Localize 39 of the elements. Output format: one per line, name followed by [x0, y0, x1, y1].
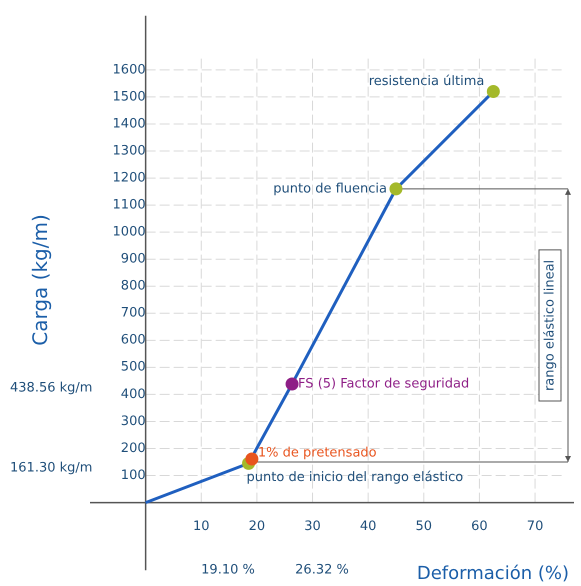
- y-axis-title: Carga (kg/m): [28, 214, 52, 346]
- y-tick-label: 800: [120, 278, 146, 294]
- annotation: 26.32 %: [295, 562, 349, 578]
- point: [245, 452, 258, 466]
- annotation: resistencia última: [368, 74, 484, 89]
- x-axis-title: Deformación (%): [416, 563, 569, 584]
- annotation: FS (5) Factor de seguridad: [298, 376, 470, 392]
- y-tick-label: 200: [120, 440, 146, 456]
- annotation: 161.30 kg/m: [10, 460, 92, 476]
- x-tick-label: 20: [248, 518, 266, 534]
- y-tick-label: 1400: [112, 116, 146, 132]
- x-tick-label: 10: [192, 518, 210, 534]
- point: [486, 85, 500, 98]
- x-tick-label: 40: [360, 518, 376, 534]
- y-tick-label: 1600: [112, 62, 146, 78]
- x-tick-label: 70: [526, 518, 544, 534]
- annotation: punto de fluencia: [273, 181, 387, 196]
- y-tick-label: 1200: [112, 170, 146, 186]
- annotation: punto de inicio del rango elástico: [246, 470, 464, 485]
- y-tick-label: 600: [120, 332, 146, 348]
- y-tick-label: 400: [120, 386, 146, 402]
- y-tick-label: 1100: [112, 197, 146, 212]
- y-tick-label: 1300: [112, 143, 146, 158]
- y-tick-label: 100: [120, 468, 146, 483]
- point: [286, 377, 299, 390]
- annotation: 19.10 %: [201, 562, 255, 578]
- x-tick-label: 60: [471, 518, 488, 534]
- y-tick-label: 1000: [112, 224, 146, 240]
- y-tick-label: 700: [120, 306, 146, 321]
- y-tick-label: 1500: [112, 89, 146, 104]
- point: [389, 182, 402, 196]
- x-tick-label: 30: [304, 518, 321, 534]
- y-tick-label: 900: [120, 252, 146, 267]
- y-tick-label: 500: [120, 360, 146, 375]
- annotation: 1% de pretensado: [258, 445, 377, 460]
- annotation: 438.56 kg/m: [10, 380, 92, 396]
- x-tick-label: 50: [416, 518, 432, 534]
- y-tick-label: 300: [120, 414, 146, 429]
- annotation: rango elástico lineal: [542, 260, 558, 392]
